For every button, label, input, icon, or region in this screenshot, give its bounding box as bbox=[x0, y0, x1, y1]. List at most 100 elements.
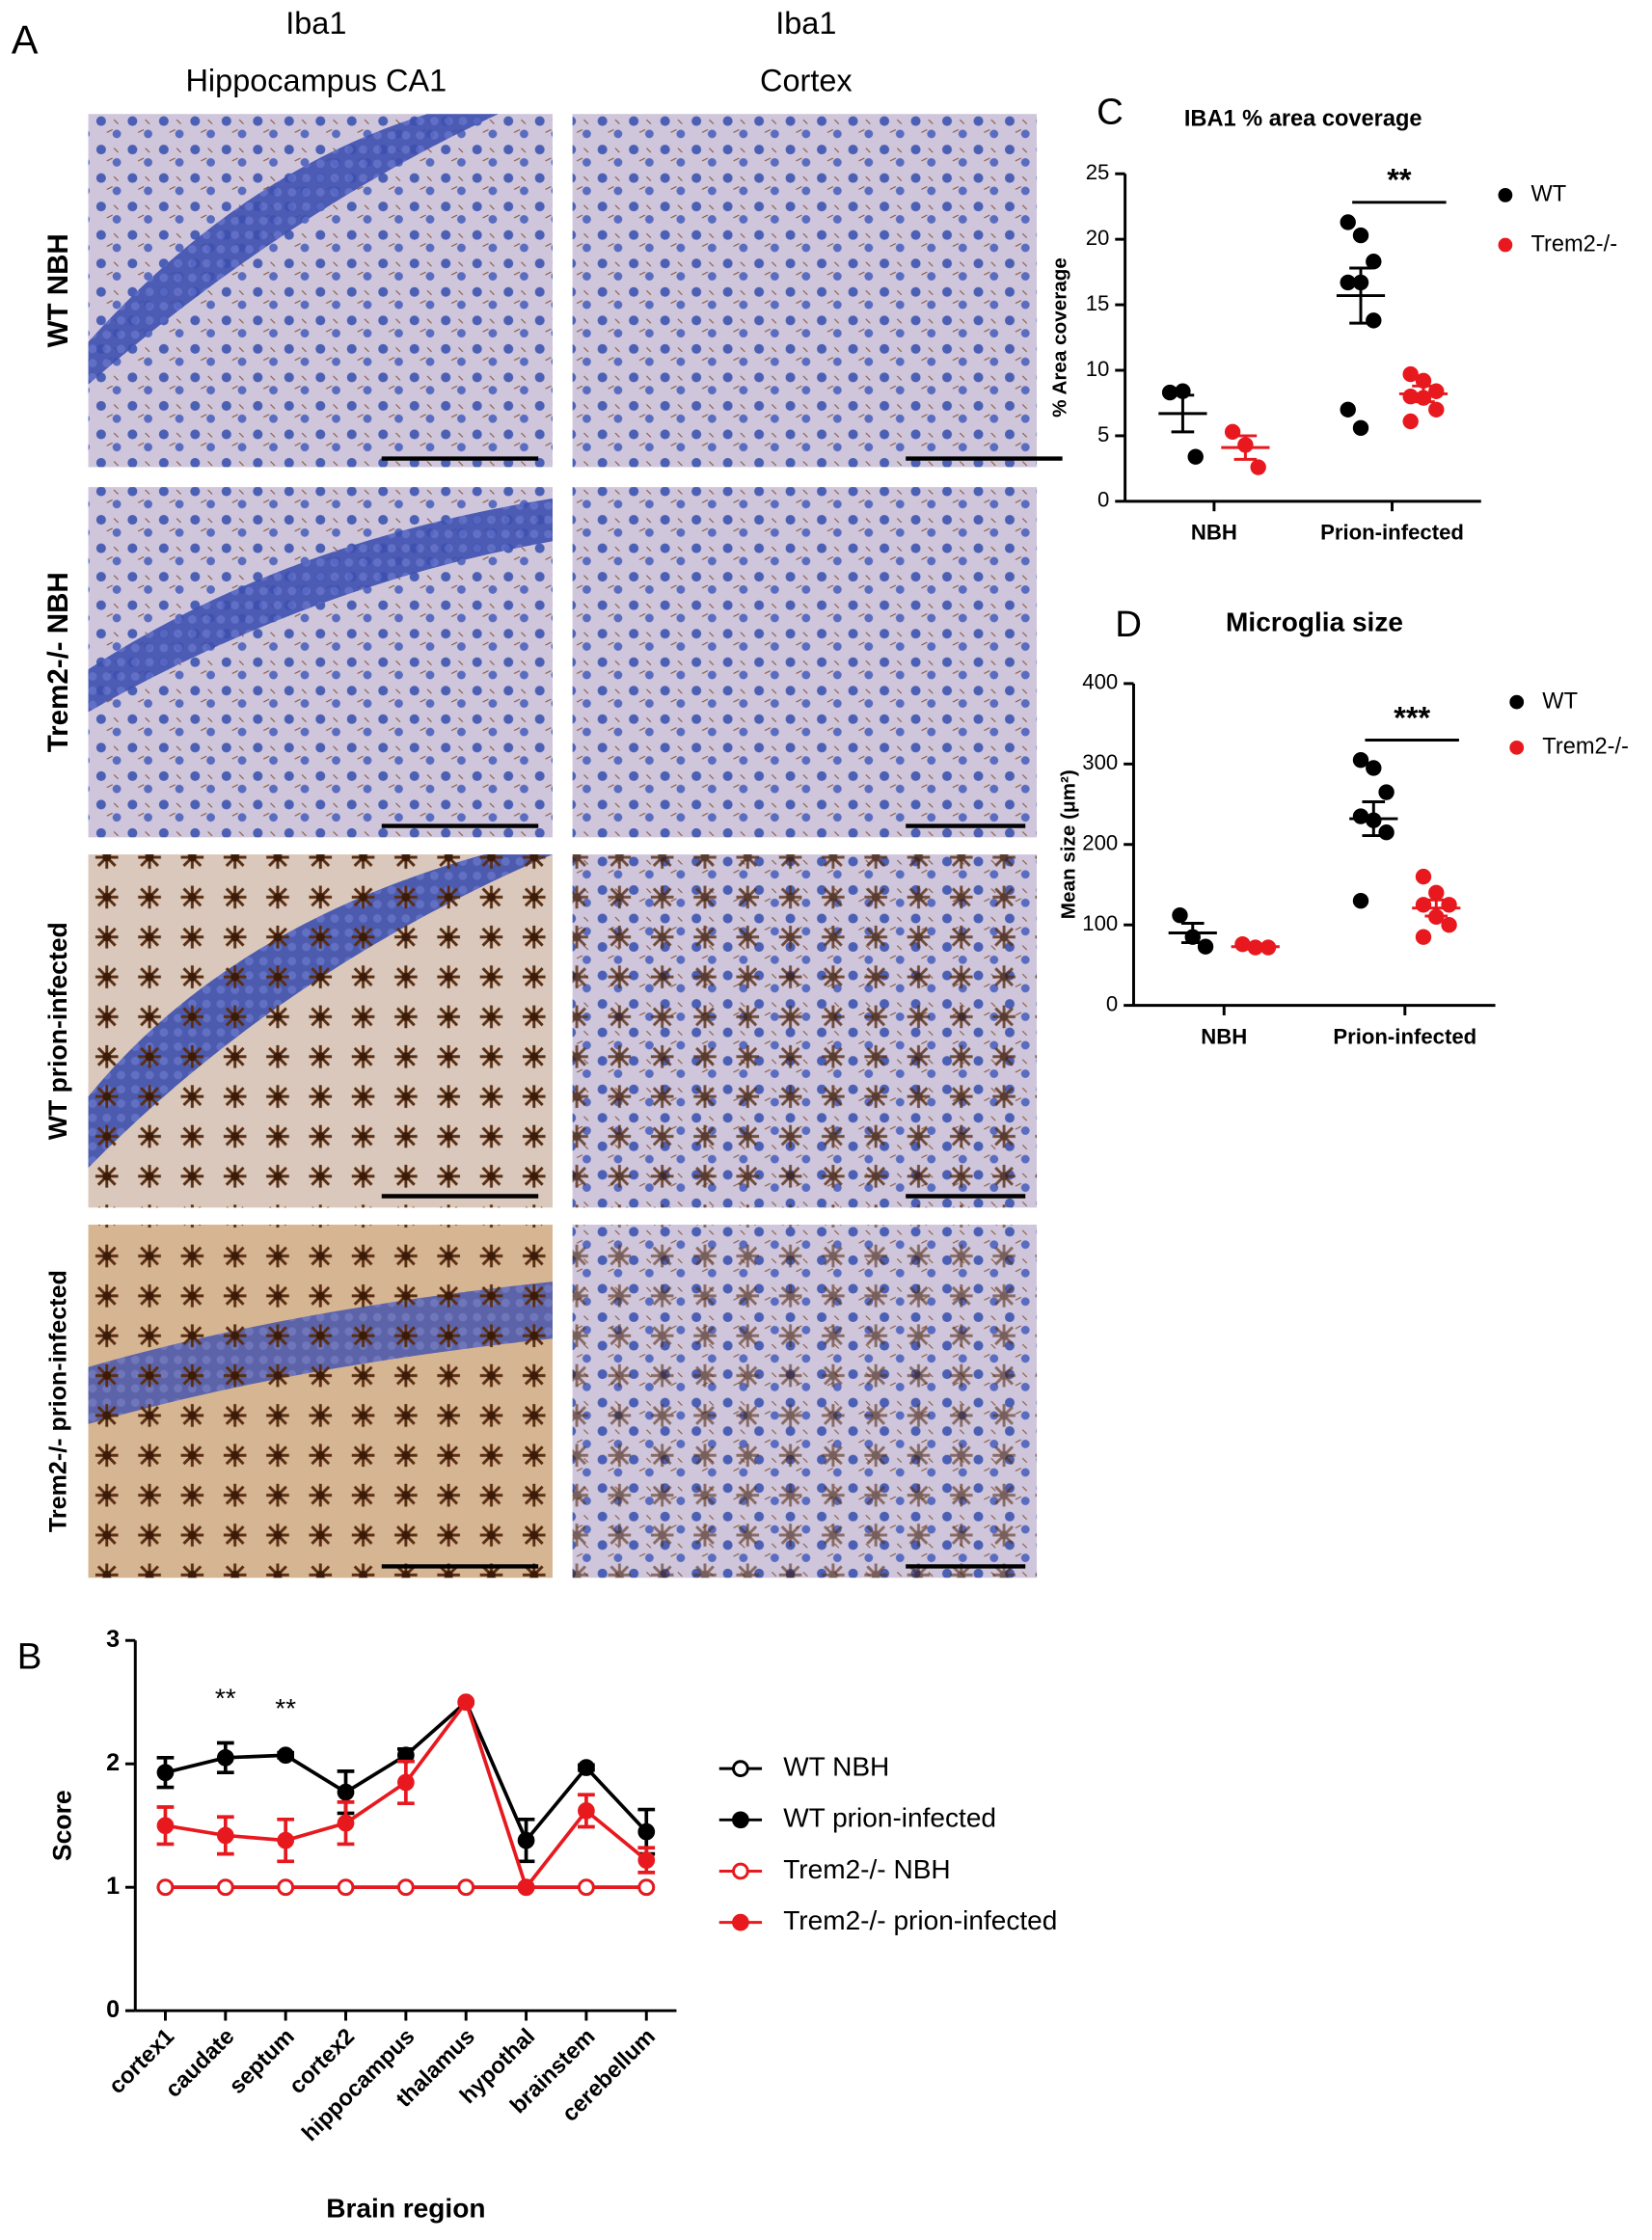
data-point bbox=[1378, 784, 1395, 800]
panel-label: C bbox=[1097, 91, 1124, 132]
data-point bbox=[1428, 401, 1445, 418]
micrograph-overlay bbox=[572, 1225, 1038, 1579]
x-tick-label: Prion-infected bbox=[1320, 521, 1464, 545]
y-tick-label: 25 bbox=[1086, 160, 1110, 184]
legend-label: Trem2-/- bbox=[1530, 231, 1617, 256]
x-axis-label: Brain region bbox=[326, 2193, 485, 2223]
data-point bbox=[1441, 916, 1457, 933]
legend-marker bbox=[1498, 237, 1513, 253]
data-point bbox=[517, 1831, 535, 1849]
data-point bbox=[1366, 254, 1382, 270]
column-header: Iba1 bbox=[285, 6, 346, 40]
chart-title: IBA1 % area coverage bbox=[1184, 106, 1422, 131]
data-point bbox=[1250, 459, 1266, 475]
y-tick-label: 0 bbox=[1097, 488, 1109, 512]
data-point bbox=[1352, 808, 1369, 824]
scale-bar bbox=[381, 456, 1063, 1569]
micrograph-overlay bbox=[88, 1225, 553, 1579]
significance-label: ** bbox=[1387, 163, 1412, 198]
legend-marker bbox=[1498, 187, 1513, 202]
cell-layer bbox=[88, 498, 553, 713]
panel-label: A bbox=[12, 17, 39, 62]
y-tick-label: 100 bbox=[1082, 911, 1118, 935]
micrograph bbox=[572, 114, 1038, 468]
data-point bbox=[337, 1783, 355, 1801]
y-tick-label: 15 bbox=[1086, 291, 1110, 315]
legend-marker bbox=[1509, 740, 1525, 755]
micrographs bbox=[88, 114, 1063, 1579]
y-tick-label: 200 bbox=[1082, 831, 1118, 855]
data-point bbox=[277, 1878, 295, 1897]
column-header: Hippocampus CA1 bbox=[185, 63, 447, 97]
y-tick-label: 10 bbox=[1086, 357, 1110, 381]
panel-label: D bbox=[1115, 604, 1142, 645]
legend-marker bbox=[732, 1862, 749, 1880]
data-point bbox=[1378, 824, 1395, 841]
data-point bbox=[457, 1878, 475, 1897]
y-tick-label: 0 bbox=[106, 1996, 120, 2023]
row-label: WT NBH bbox=[42, 233, 74, 347]
x-tick-label: NBH bbox=[1201, 1024, 1247, 1048]
legend-label: WT bbox=[1542, 688, 1578, 714]
data-point bbox=[277, 1831, 295, 1849]
data-point bbox=[578, 1801, 595, 1820]
data-point bbox=[1187, 448, 1204, 465]
data-point bbox=[1415, 929, 1432, 945]
error-bar bbox=[1171, 393, 1195, 434]
significance-label: *** bbox=[1394, 700, 1430, 735]
annotation: ** bbox=[275, 1693, 296, 1723]
data-point bbox=[277, 1746, 295, 1765]
micrograph-overlay bbox=[572, 854, 1038, 1208]
data-point bbox=[216, 1826, 234, 1845]
data-point bbox=[1352, 227, 1369, 244]
legend-marker bbox=[732, 1913, 749, 1931]
data-point bbox=[1366, 760, 1382, 776]
data-point bbox=[578, 1878, 595, 1897]
micrograph-overlay bbox=[88, 854, 553, 1208]
column-header: Cortex bbox=[760, 63, 853, 97]
y-tick-label: 1 bbox=[106, 1873, 120, 1900]
y-tick-label: 5 bbox=[1097, 422, 1109, 446]
data-point bbox=[397, 1878, 415, 1897]
data-point bbox=[1352, 751, 1369, 769]
row-label: Trem2-/- prion-infected bbox=[45, 1270, 72, 1532]
data-point bbox=[1161, 384, 1178, 401]
y-tick-label: 400 bbox=[1082, 670, 1118, 694]
legend-label: WT bbox=[1530, 182, 1566, 207]
data-point bbox=[337, 1814, 355, 1832]
y-tick-label: 3 bbox=[106, 1626, 120, 1653]
data-point bbox=[637, 1822, 656, 1841]
data-point bbox=[216, 1748, 234, 1767]
error-bar bbox=[1412, 384, 1435, 404]
micrograph bbox=[572, 487, 1038, 838]
error-bar bbox=[1233, 434, 1258, 461]
data-point bbox=[1428, 884, 1445, 902]
error-bar bbox=[1349, 266, 1372, 325]
data-point bbox=[1402, 365, 1419, 383]
column-header: Iba1 bbox=[775, 6, 836, 40]
data-point bbox=[1415, 868, 1432, 885]
data-point bbox=[517, 1878, 535, 1897]
y-axis-label: Mean size (μm²) bbox=[1057, 769, 1079, 919]
chart-title: Microglia size bbox=[1226, 607, 1403, 636]
data-point bbox=[578, 1759, 595, 1776]
data-point bbox=[1402, 413, 1419, 430]
legend-label: WT NBH bbox=[783, 1752, 889, 1782]
data-point bbox=[216, 1878, 234, 1897]
panel-label: B bbox=[17, 1636, 42, 1678]
data-point bbox=[1352, 892, 1369, 909]
data-point bbox=[1366, 312, 1382, 329]
data-point bbox=[1352, 419, 1369, 436]
data-point bbox=[1340, 274, 1356, 291]
legend-marker bbox=[732, 1811, 749, 1829]
y-axis-label: Score bbox=[47, 1790, 76, 1861]
data-point bbox=[156, 1817, 175, 1835]
error-bar bbox=[1180, 922, 1205, 945]
error-bar bbox=[1424, 898, 1449, 918]
y-axis-label: % Area coverage bbox=[1049, 257, 1071, 418]
data-point bbox=[156, 1878, 175, 1897]
data-point bbox=[397, 1773, 415, 1792]
legend-label: Trem2-/- prion-infected bbox=[783, 1905, 1057, 1935]
